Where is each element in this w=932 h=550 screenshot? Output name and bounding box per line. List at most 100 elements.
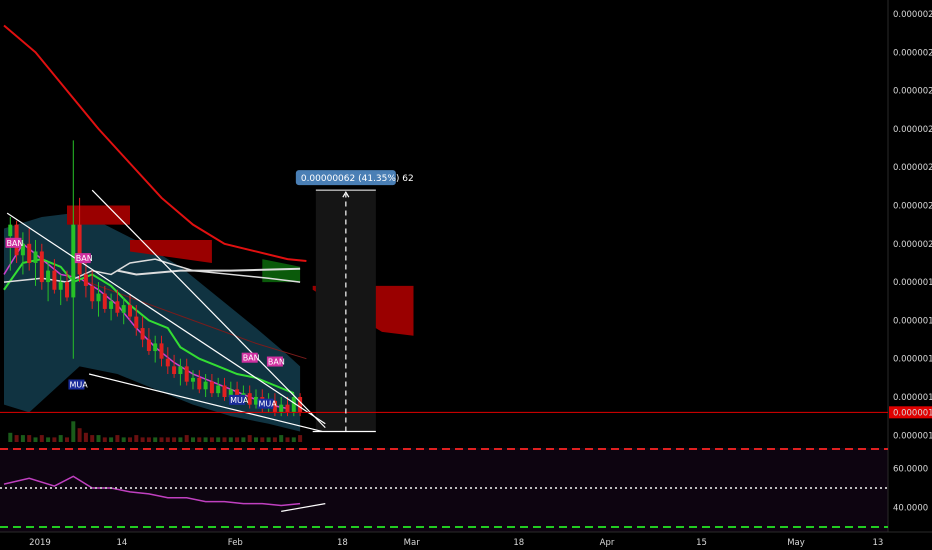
volume-bar [298, 435, 303, 442]
volume-bar [33, 437, 38, 442]
volume-bar [285, 437, 290, 442]
time-tick-label: 13 [872, 538, 883, 548]
volume-bar [178, 437, 183, 442]
bullish-candle [291, 397, 296, 413]
price-tick-label: 0.00000230 [893, 125, 932, 135]
signal-marker-badge [229, 394, 246, 405]
bullish-candle [153, 343, 158, 352]
bullish-candle [228, 389, 233, 397]
volume-bar [146, 437, 151, 442]
volume-bar [191, 437, 195, 442]
volume-bar [172, 437, 177, 442]
price-tick-label: 0.00000260 [893, 10, 932, 20]
current-price-label: 0.00000156 [893, 408, 932, 418]
bullish-candle [58, 282, 63, 290]
bullish-candle [121, 305, 126, 313]
volume-bar [165, 437, 170, 442]
volume-bar [197, 437, 202, 442]
volume-bar [279, 435, 284, 442]
volume-bar [83, 432, 88, 442]
volume-bar [20, 435, 25, 442]
rsi-tick-label: 40.0000 [893, 504, 928, 514]
price-tick-label: 0.00000170 [893, 355, 932, 365]
measure-arrow-head [342, 191, 350, 198]
volume-bar [71, 421, 76, 442]
volume-bar [14, 435, 19, 442]
volume-bar [96, 435, 101, 442]
volume-bar [203, 437, 208, 442]
volume-bar [65, 437, 69, 442]
signal-marker-label: MUA [69, 381, 88, 390]
volume-bar [8, 432, 13, 442]
signal-marker-badge [241, 352, 258, 363]
bearish-candle [140, 328, 145, 340]
bullish-candle [20, 243, 25, 256]
volume-bar [272, 437, 277, 442]
signal-marker-badge [74, 253, 91, 264]
bearish-candle [146, 339, 151, 352]
bullish-candle [33, 251, 38, 263]
volume-bar [109, 437, 114, 442]
signal-marker-label: BAN [76, 254, 93, 263]
price-tick-label: 0.00000190 [893, 278, 932, 288]
bullish-candle [46, 270, 51, 283]
measure-tooltip-box [295, 170, 396, 186]
bullish-candle [109, 301, 114, 309]
bearish-candle [285, 404, 290, 413]
measure-tooltip-label: 0.00000062 (41.35%) 62 [301, 174, 414, 184]
volume-bar [140, 437, 145, 442]
bullish-candle [96, 293, 101, 302]
volume-bar [254, 437, 258, 442]
bearish-candle [102, 293, 107, 309]
price-tick-label: 0.00000210 [893, 202, 932, 212]
bearish-candle [222, 385, 227, 397]
bullish-candle [178, 366, 183, 375]
volume-bar [134, 435, 139, 442]
bearish-candle [172, 366, 177, 375]
bearish-candle [52, 270, 57, 290]
time-tick-label: 18 [513, 538, 524, 548]
upper-trendline-right [91, 189, 326, 429]
volume-bar [184, 435, 189, 442]
volume-bar [58, 435, 63, 442]
bullish-candle [279, 404, 284, 413]
signal-marker-label: BAN [243, 354, 260, 363]
bearish-candle [209, 381, 214, 394]
bearish-candle [115, 301, 120, 313]
bearish-candle [165, 358, 170, 367]
bullish-candle [254, 397, 258, 405]
signal-marker-badge [5, 237, 22, 248]
volume-bar [291, 437, 296, 442]
bearish-candle [159, 343, 164, 359]
time-tick-label: Apr [600, 538, 615, 548]
bearish-candle [65, 282, 69, 298]
price-tick-label: 0.00000180 [893, 316, 932, 326]
bearish-candle [272, 400, 277, 413]
volume-bar [52, 437, 57, 442]
volume-bar [46, 437, 51, 442]
volume-bar [222, 437, 227, 442]
ichimoku-cloud [67, 205, 130, 225]
bullish-candle [8, 224, 13, 237]
bearish-candle [27, 243, 32, 263]
rsi-trendline [281, 503, 326, 512]
time-tick-label: 18 [337, 538, 348, 548]
bearish-candle [83, 274, 88, 286]
bearish-candle [134, 316, 139, 329]
current-price-badge [889, 406, 932, 419]
bullish-candle [71, 224, 76, 298]
signal-marker-label: MUA [230, 396, 249, 405]
time-tick-label: Feb [228, 538, 243, 548]
price-tick-label: 0.00000240 [893, 87, 932, 97]
upper-trendline-left [6, 212, 326, 425]
bearish-candle [77, 224, 82, 275]
time-tick-label: Mar [404, 538, 421, 548]
lower-trendline [88, 373, 323, 433]
volume-bar [216, 437, 221, 442]
volume-bar [260, 437, 265, 442]
volume-bar [159, 437, 164, 442]
bearish-candle [128, 305, 132, 317]
bullish-candle [191, 377, 195, 382]
volume-bar [102, 437, 107, 442]
